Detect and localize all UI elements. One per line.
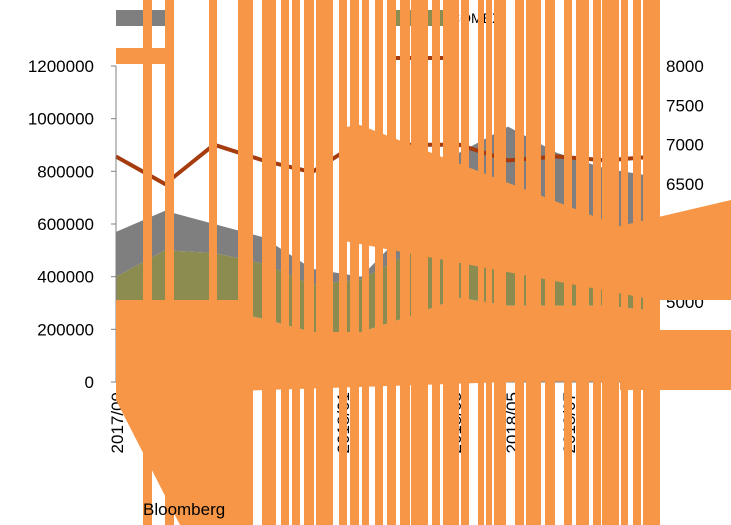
overlay-bar xyxy=(387,0,396,525)
y-left-tick-label: 0 xyxy=(85,373,94,392)
overlay-right-block xyxy=(620,330,731,390)
overlay-bar xyxy=(209,0,217,525)
y-right-tick-label: 6500 xyxy=(666,175,704,194)
overlay-bar xyxy=(270,0,276,525)
y-right-tick-label: 7500 xyxy=(666,96,704,115)
overlay-bar xyxy=(362,0,369,525)
overlay-bar xyxy=(451,0,459,525)
overlay-bar xyxy=(443,0,451,525)
y-left-tick-label: 200000 xyxy=(37,320,94,339)
y-right-tick-label: 7000 xyxy=(666,136,704,155)
overlay-bar xyxy=(238,0,247,525)
overlay-legend-swatch xyxy=(116,48,170,64)
overlay-bar xyxy=(143,0,152,525)
overlay-bar xyxy=(316,0,326,525)
overlay-bar xyxy=(304,0,314,525)
source-text: Bloomberg xyxy=(143,500,225,519)
y-left-tick-label: 600000 xyxy=(37,215,94,234)
y-left-tick-label: 400000 xyxy=(37,268,94,287)
overlay-bar xyxy=(165,0,174,525)
overlay-lower-left xyxy=(116,300,250,525)
overlay-bar xyxy=(325,0,333,525)
y-left-tick-label: 1000000 xyxy=(28,110,94,129)
overlay-band xyxy=(116,332,731,395)
overlay-bar xyxy=(400,0,410,525)
overlay-bar xyxy=(339,0,347,525)
overlay-bar xyxy=(350,0,359,525)
overlay-bar xyxy=(244,0,253,525)
overlay-artifacts xyxy=(116,0,731,525)
overlay-bar xyxy=(281,0,289,525)
overlay-triangle xyxy=(560,200,731,280)
overlay-bar xyxy=(420,0,428,525)
y-left-tick-label: 1200000 xyxy=(28,57,94,76)
y-left-tick-label: 800000 xyxy=(37,162,94,181)
overlay-bar xyxy=(262,0,270,525)
overlay-bar xyxy=(411,0,420,525)
overlay-bar xyxy=(375,0,383,525)
y-right-tick-label: 8000 xyxy=(666,57,704,76)
overlay-bar xyxy=(292,0,300,525)
overlay-bar xyxy=(432,0,440,525)
